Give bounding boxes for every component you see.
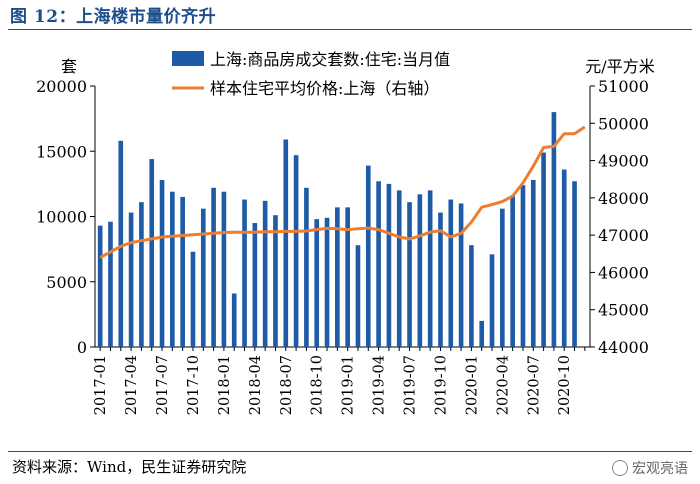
bar <box>335 207 340 347</box>
left-tick-label: 5000 <box>46 273 87 292</box>
bar <box>273 215 278 347</box>
x-tick-label: 2017-04 <box>124 355 140 415</box>
bar <box>489 254 495 347</box>
price-line <box>99 125 586 259</box>
bar <box>231 293 237 347</box>
bar <box>500 208 505 347</box>
source-divider <box>8 451 692 452</box>
bar <box>458 203 464 347</box>
x-tick-label: 2019-07 <box>403 355 419 415</box>
x-tick-label: 2020-01 <box>464 355 480 415</box>
left-tick-label: 10000 <box>36 208 87 227</box>
x-tick-label: 2017-10 <box>186 355 202 415</box>
bar <box>314 219 320 347</box>
x-tick-label: 2018-01 <box>217 355 233 415</box>
bar <box>97 225 103 347</box>
legend-line-label: 样本住宅平均价格:上海（右轴） <box>210 79 439 98</box>
bar <box>376 181 381 347</box>
bar <box>551 112 557 347</box>
bar <box>180 196 185 347</box>
left-tick-label: 15000 <box>36 142 87 161</box>
legend-bar-label: 上海:商品房成交套数:住宅:当月值 <box>210 50 450 69</box>
bar <box>345 207 350 347</box>
right-unit-label: 元/平方米 <box>585 57 654 76</box>
bar <box>128 212 134 347</box>
bar <box>417 194 423 347</box>
legend-bar-swatch <box>172 51 204 66</box>
bar <box>396 190 402 347</box>
bar <box>293 155 299 347</box>
left-unit-label: 套 <box>61 57 77 76</box>
bar <box>355 245 361 347</box>
bar <box>118 140 124 347</box>
bar <box>108 221 113 347</box>
watermark-text: 宏观亮语 <box>632 461 688 477</box>
x-tick-label: 2017-07 <box>155 355 171 415</box>
right-tick-label: 47000 <box>598 226 649 245</box>
bar <box>407 202 412 347</box>
x-tick-label: 2020-07 <box>526 355 542 415</box>
bar <box>200 208 206 347</box>
bar <box>211 187 216 347</box>
x-tick-label: 2017-01 <box>93 355 109 415</box>
bar <box>159 179 165 347</box>
bar <box>469 245 474 347</box>
right-tick-label: 46000 <box>598 263 649 282</box>
watermark: 宏观亮语 <box>612 458 688 478</box>
right-tick-label: 51000 <box>598 77 649 96</box>
x-tick-label: 2020-10 <box>557 355 573 415</box>
right-tick-label: 49000 <box>598 152 649 171</box>
x-tick-label: 2018-04 <box>248 355 264 415</box>
x-tick-label: 2019-01 <box>341 355 357 415</box>
bar <box>561 169 567 347</box>
source-note: 资料来源：Wind，民生证券研究院 <box>12 458 247 476</box>
bar <box>520 185 526 347</box>
bar <box>324 217 330 347</box>
title-divider <box>8 29 692 30</box>
right-tick-label: 48000 <box>598 189 649 208</box>
bar <box>572 181 577 347</box>
bar <box>365 165 371 347</box>
bar <box>530 179 536 347</box>
bar <box>438 212 443 347</box>
bar <box>283 139 289 347</box>
bar <box>252 223 258 347</box>
x-tick-label: 2020-04 <box>495 355 511 415</box>
bar <box>304 187 309 347</box>
chart: 0 5000 10000 15000 20000 44000 45000 46000 47000… <box>36 50 655 415</box>
bar <box>149 159 155 347</box>
figure-title: 图 12：上海楼市量价齐升 <box>10 7 217 27</box>
bar <box>262 200 268 347</box>
bar <box>479 320 485 347</box>
bar <box>510 195 515 347</box>
bar <box>386 183 392 347</box>
bar <box>190 251 196 347</box>
wechat-icon <box>612 460 628 476</box>
x-tick-label: 2019-04 <box>372 355 388 415</box>
bar <box>448 199 454 347</box>
left-tick-label: 20000 <box>36 77 87 96</box>
x-tick-label: 2018-07 <box>279 355 295 415</box>
left-tick-label: 0 <box>77 338 87 357</box>
right-tick-label: 50000 <box>598 114 649 133</box>
x-tick-label: 2018-10 <box>310 355 326 415</box>
bar <box>427 190 433 347</box>
bar <box>541 152 546 347</box>
bar <box>242 199 247 347</box>
bar <box>139 202 144 347</box>
right-tick-label: 44000 <box>598 338 649 357</box>
bar <box>170 191 175 347</box>
x-tick-label: 2019-10 <box>433 355 449 415</box>
right-tick-label: 45000 <box>598 301 649 320</box>
bar <box>221 191 227 347</box>
